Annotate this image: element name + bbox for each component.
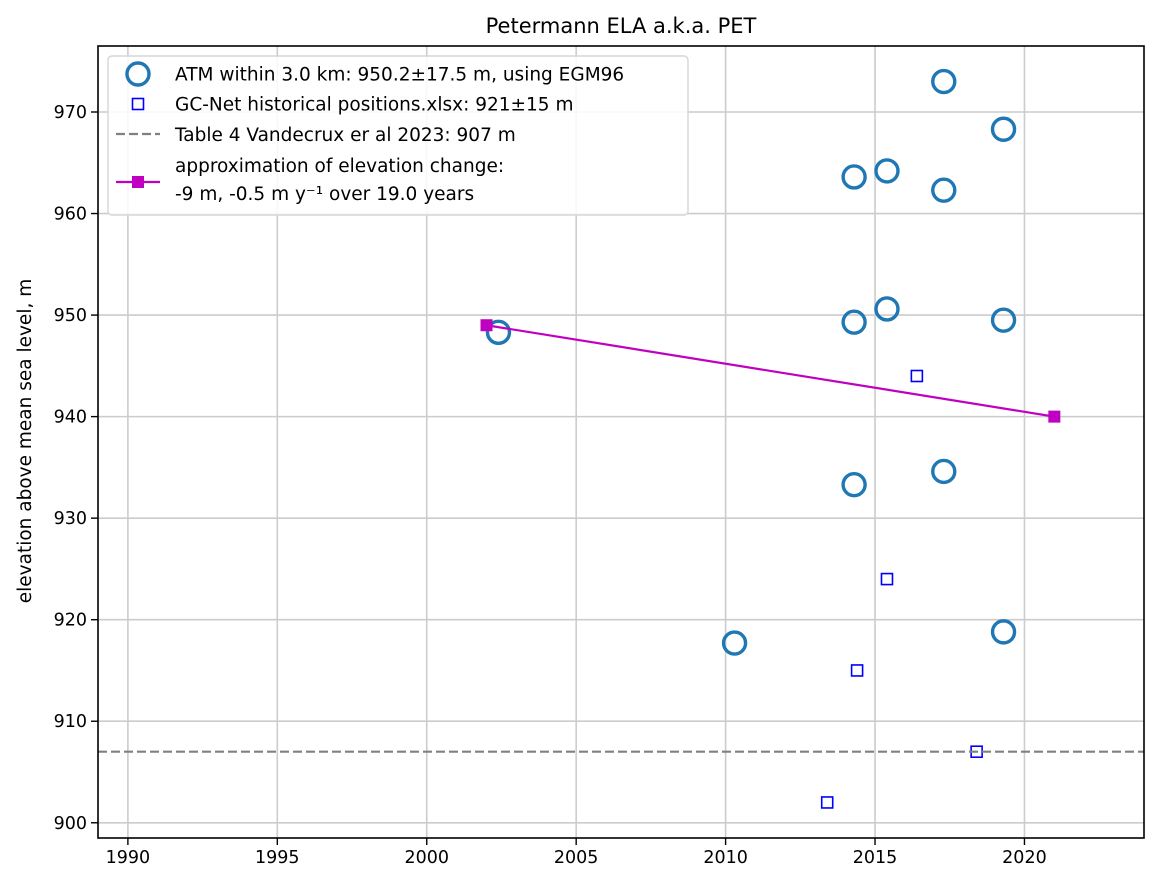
y-tick-label: 940 bbox=[54, 408, 87, 428]
atm-point bbox=[990, 619, 1017, 645]
atm-point bbox=[485, 319, 512, 346]
axis-ticks: 1990 1995 2000 2005 2010 2015 2020 900 910 920 930… bbox=[54, 103, 1047, 868]
gcnet-point bbox=[850, 664, 864, 677]
x-tick-label: 2020 bbox=[1002, 848, 1047, 868]
legend-label-atm: ATM within 3.0 km: 950.2±17.5 m, using E… bbox=[175, 65, 624, 86]
atm-point bbox=[841, 164, 867, 190]
plot-marks bbox=[98, 68, 1144, 809]
trend-line bbox=[486, 324, 1055, 418]
y-tick-label: 960 bbox=[54, 205, 87, 225]
x-tick-label: 2000 bbox=[404, 848, 449, 868]
legend-label-trend: approximation of elevation change: bbox=[175, 156, 504, 177]
atm-point bbox=[931, 177, 957, 203]
y-tick-label: 970 bbox=[54, 103, 87, 123]
atm-point bbox=[841, 309, 867, 335]
gcnet-point bbox=[820, 796, 834, 809]
atm-point bbox=[841, 471, 867, 498]
legend-marker-gcnet bbox=[131, 97, 145, 111]
atm-point bbox=[990, 307, 1017, 333]
atm-point bbox=[874, 296, 900, 322]
y-tick-label: 920 bbox=[54, 611, 87, 631]
atm-point bbox=[721, 630, 748, 656]
legend-marker-atm bbox=[125, 61, 151, 87]
atm-point bbox=[931, 68, 957, 95]
y-tick-label: 950 bbox=[54, 306, 87, 326]
atm-point bbox=[931, 458, 957, 485]
gcnet-point bbox=[880, 572, 894, 586]
trend-point bbox=[480, 319, 493, 332]
x-tick-label: 2005 bbox=[554, 848, 599, 868]
plot-frame bbox=[97, 45, 1145, 839]
atm-point bbox=[990, 116, 1017, 142]
legend: ATM within 3.0 km: 950.2±17.5 m, using E… bbox=[107, 55, 689, 216]
y-tick-label: 930 bbox=[54, 509, 87, 529]
y-tick-label: 910 bbox=[54, 712, 87, 732]
legend-label-gcnet: GC-Net historical positions.xlsx: 921±15… bbox=[175, 95, 573, 116]
trend-point bbox=[1048, 410, 1061, 423]
legend-box bbox=[107, 55, 689, 216]
atm-point bbox=[874, 158, 900, 184]
x-tick-label: 2015 bbox=[853, 848, 898, 868]
chart-title: Petermann ELA a.k.a. PET bbox=[486, 14, 757, 38]
legend-marker-trend-square bbox=[132, 176, 144, 188]
legend-label-reference: Table 4 Vandecrux er al 2023: 907 m bbox=[174, 125, 516, 146]
x-tick-label: 1995 bbox=[255, 848, 300, 868]
x-tick-label: 1990 bbox=[106, 848, 151, 868]
y-tick-label: 900 bbox=[54, 814, 87, 834]
x-tick-label: 2010 bbox=[703, 848, 748, 868]
y-axis-label: elevation above mean sea level, m bbox=[15, 279, 36, 603]
gcnet-point bbox=[910, 369, 924, 383]
legend-label-trend-line2: -9 m, -0.5 m y⁻¹ over 19.0 years bbox=[175, 184, 474, 205]
